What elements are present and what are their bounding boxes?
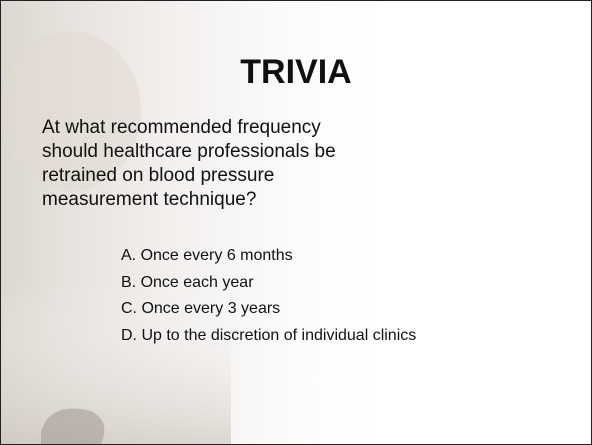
options: A. Once every 6 months B. Once each year C…	[121, 243, 416, 349]
question: At what recommended frequency should hea…	[42, 117, 336, 210]
title: TRIVIA	[240, 53, 352, 91]
photo-cuff	[41, 408, 105, 444]
option: D. Up to the discretion of individual cl…	[121, 326, 417, 344]
option: B. Once each year	[121, 273, 254, 291]
option: A. Once every 6 months	[121, 247, 293, 264]
option: C. Once every 3 years	[121, 300, 281, 317]
photo-figure	[1, 31, 141, 191]
photo-fade-bottom	[1, 281, 231, 444]
